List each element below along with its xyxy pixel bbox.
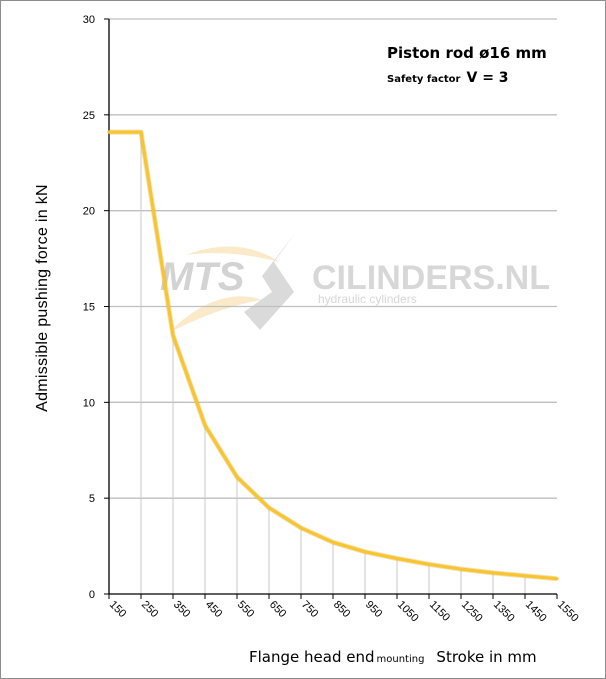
x-tick-label: 450 bbox=[203, 599, 224, 620]
x-tick-label: 950 bbox=[363, 599, 384, 620]
series-line-shadow bbox=[109, 129, 558, 582]
data-point bbox=[364, 551, 366, 553]
watermark-subtitle: hydraulic cylinders bbox=[318, 292, 417, 306]
watermark-cilinders: CILINDERS.NL bbox=[312, 259, 550, 297]
data-point bbox=[492, 572, 494, 574]
x-tick-label: 1150 bbox=[427, 599, 452, 624]
x-tick-label: 750 bbox=[299, 599, 320, 620]
watermark-s-mark bbox=[244, 232, 296, 330]
x-tick-label: 250 bbox=[139, 599, 160, 620]
x-tick-label: 1450 bbox=[523, 599, 549, 625]
data-point bbox=[300, 527, 302, 529]
data-point bbox=[204, 424, 206, 426]
x-axis-label-mounting: mounting bbox=[376, 654, 425, 665]
x-tick-label: 150 bbox=[107, 599, 128, 620]
safety-factor-value: V = 3 bbox=[466, 70, 509, 86]
data-point bbox=[108, 131, 110, 133]
safety-factor-annotation: Safety factor V = 3 bbox=[387, 67, 509, 86]
x-tick-label: 1550 bbox=[555, 599, 581, 625]
watermark-mts: MTS bbox=[160, 255, 245, 299]
data-point bbox=[268, 507, 270, 509]
x-tick-label: 1350 bbox=[491, 599, 517, 625]
y-tick-label: 20 bbox=[83, 206, 95, 218]
x-tick-label: 1050 bbox=[395, 599, 421, 625]
y-tick-label: 0 bbox=[89, 589, 95, 601]
data-point bbox=[460, 568, 462, 570]
safety-factor-label: Safety factor bbox=[387, 74, 461, 85]
x-tick-label: 550 bbox=[235, 599, 256, 620]
x-tick-label: 350 bbox=[171, 599, 192, 620]
piston-rod-annotation: Piston rod ø16 mm bbox=[387, 44, 547, 62]
x-axis-label-stroke: Stroke in mm bbox=[436, 648, 537, 666]
y-tick-label: 25 bbox=[83, 110, 95, 122]
data-point bbox=[396, 558, 398, 560]
x-axis-label: Flange head end mounting Stroke in mm bbox=[249, 647, 537, 666]
x-tick-label: 850 bbox=[331, 599, 352, 620]
data-point bbox=[428, 563, 430, 565]
data-point bbox=[332, 541, 334, 543]
series-line bbox=[107, 130, 559, 581]
data-point bbox=[172, 334, 174, 336]
data-point bbox=[524, 575, 526, 577]
watermark-swoosh-bottom bbox=[170, 296, 262, 332]
data-point bbox=[140, 131, 142, 133]
y-axis-label: Admissible pushing force in kN bbox=[34, 184, 51, 412]
y-tick-label: 10 bbox=[83, 397, 95, 409]
x-axis-label-mounting-type: Flange head end bbox=[249, 648, 375, 666]
x-tick-label: 1250 bbox=[459, 599, 485, 625]
data-point bbox=[236, 476, 238, 478]
data-point bbox=[556, 578, 558, 580]
y-tick-label: 5 bbox=[89, 493, 95, 505]
watermark-swoosh-top bbox=[186, 246, 279, 262]
y-tick-label: 15 bbox=[83, 302, 95, 314]
x-tick-label: 650 bbox=[267, 599, 288, 620]
y-tick-label: 30 bbox=[83, 14, 95, 26]
